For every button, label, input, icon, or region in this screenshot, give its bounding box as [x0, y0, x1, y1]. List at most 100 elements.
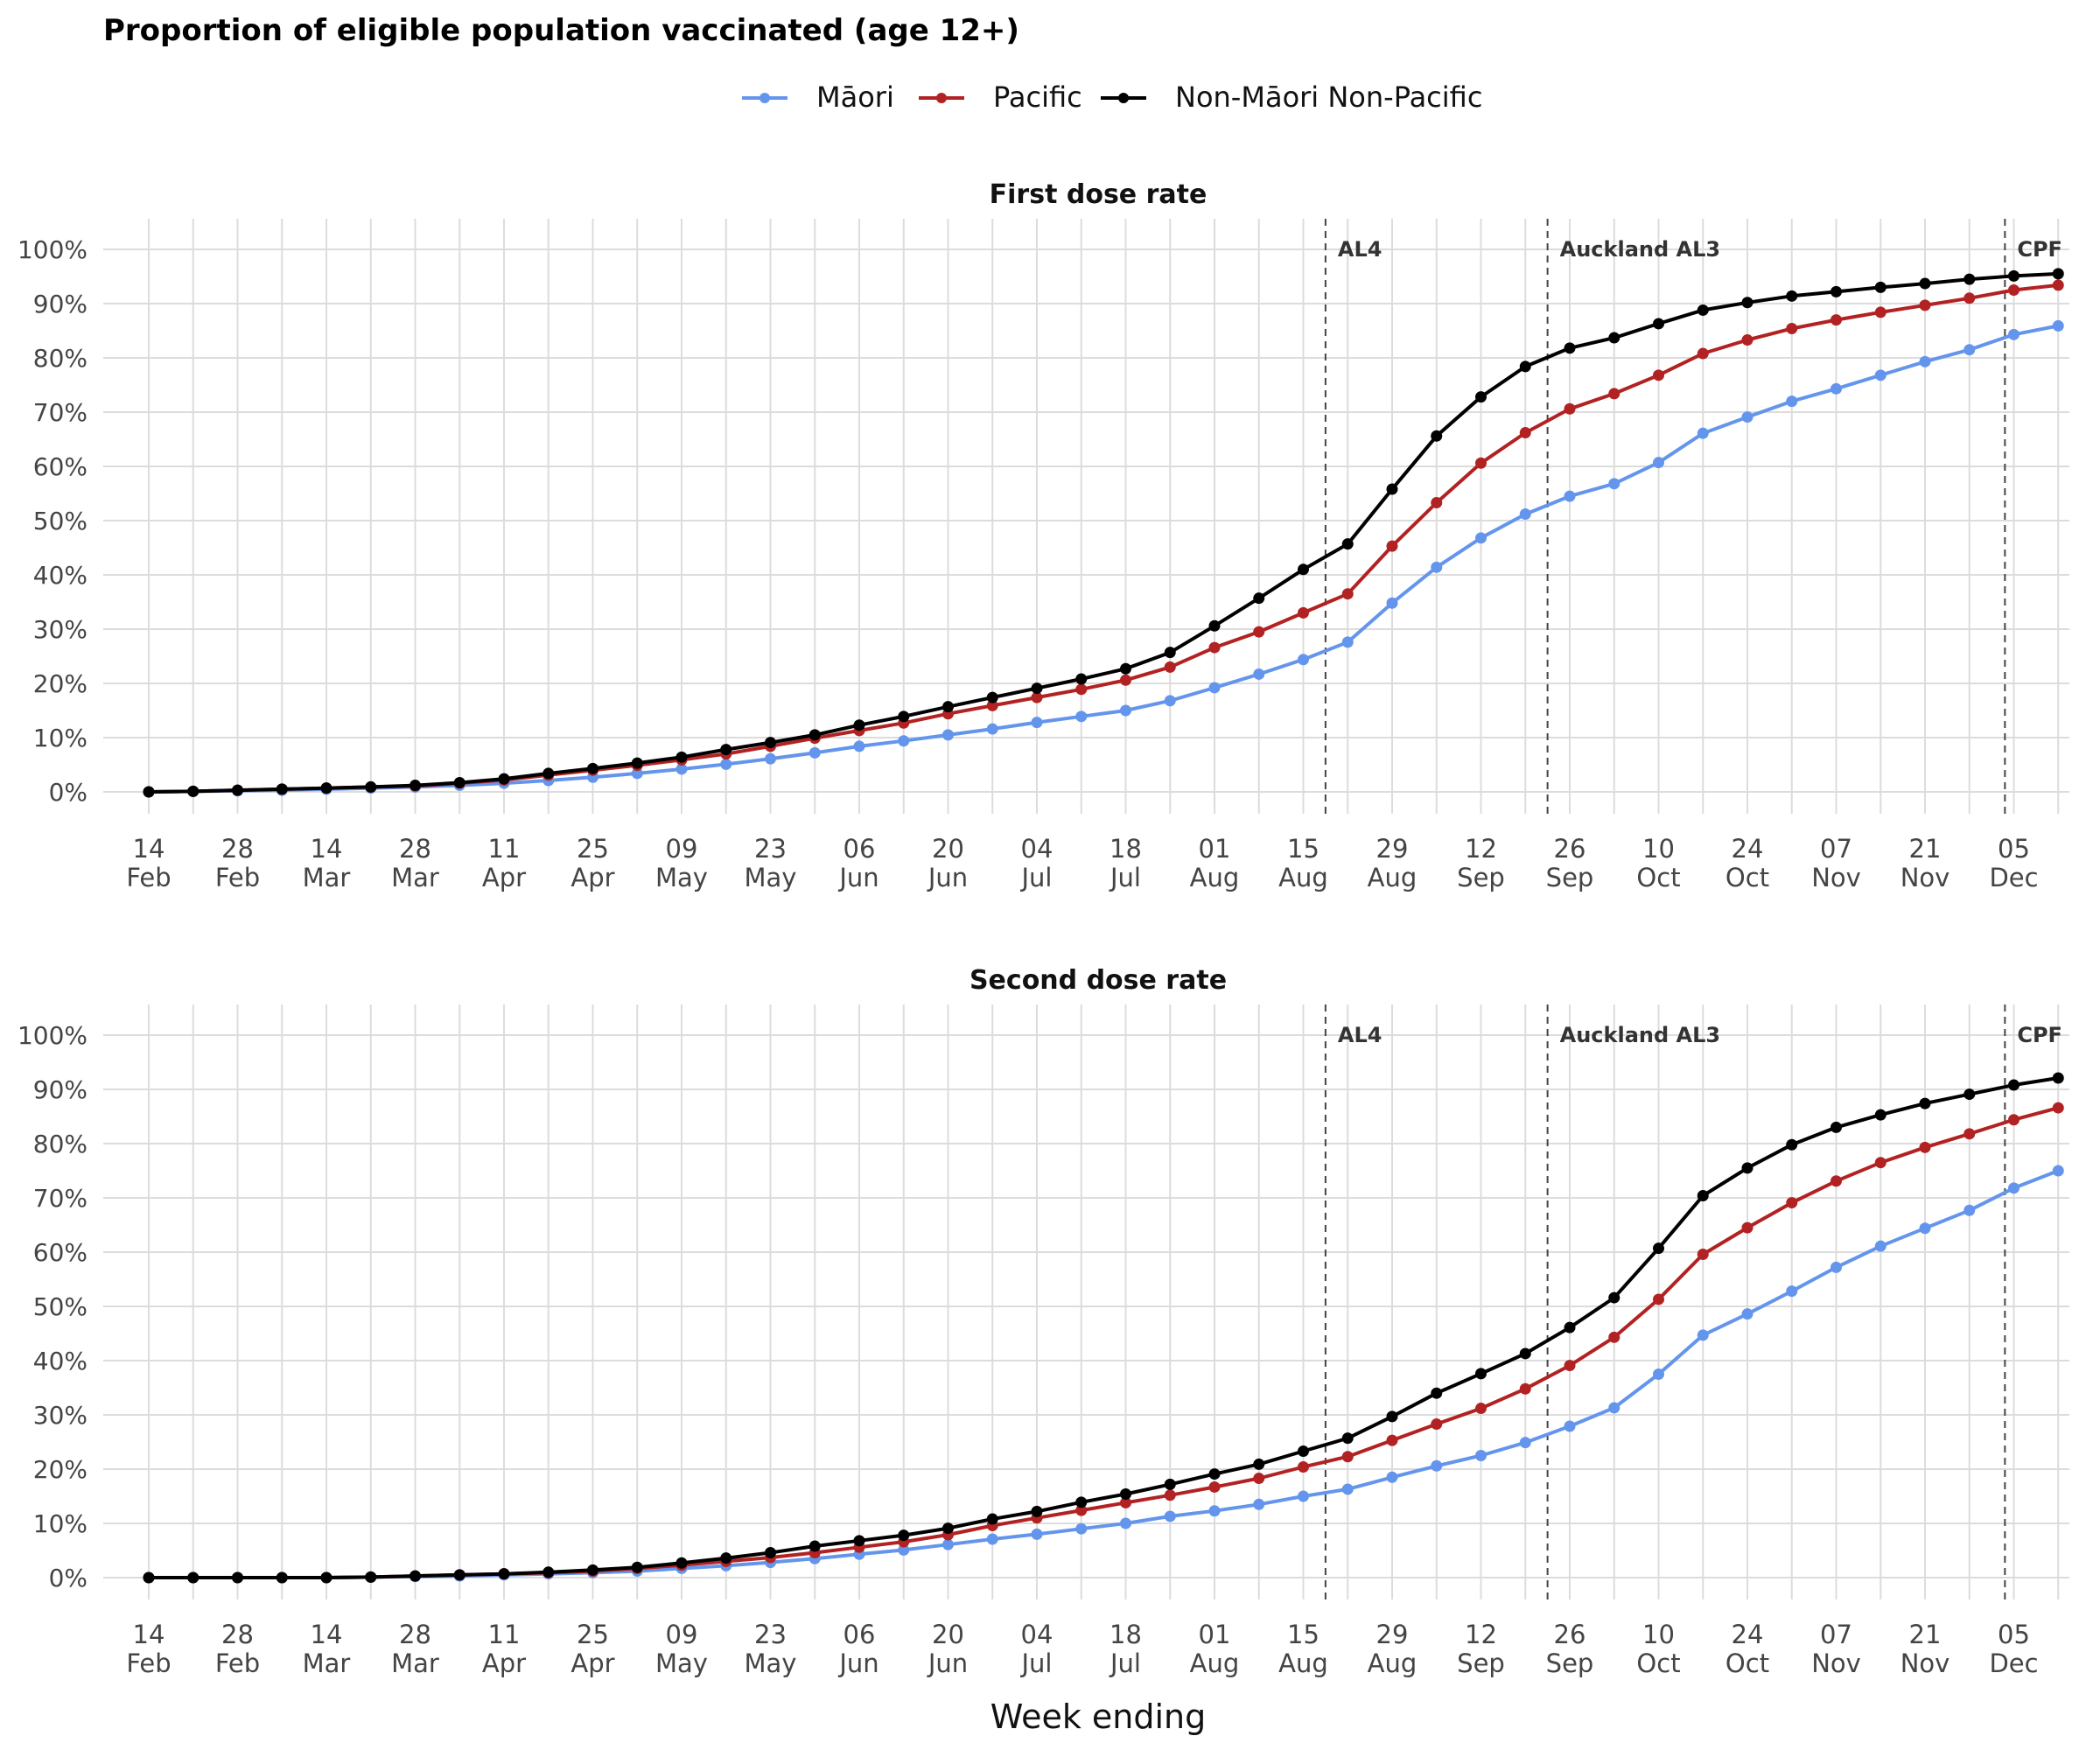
x-tick-day: 29 — [1376, 1620, 1409, 1649]
x-tick-month: Aug — [1190, 863, 1240, 892]
x-tick-month: May — [655, 1648, 708, 1678]
data-point — [898, 1544, 910, 1556]
legend-label: Māori — [816, 80, 894, 114]
data-point — [320, 1572, 332, 1584]
series-line — [149, 1169, 2060, 1579]
data-point — [365, 780, 377, 793]
y-tick-label: 0% — [49, 778, 88, 807]
x-tick-day: 05 — [1998, 834, 2030, 864]
data-point — [1253, 1473, 1265, 1485]
data-point — [1298, 1446, 1309, 1458]
data-point — [1253, 592, 1265, 605]
data-point — [1475, 457, 1487, 469]
x-tick-month: Jun — [927, 863, 968, 892]
data-point — [1786, 1197, 1798, 1209]
data-point — [1431, 430, 1443, 442]
x-tick-month: Jun — [837, 863, 878, 892]
y-tick-label: 60% — [33, 452, 88, 481]
x-tick-day: 23 — [754, 834, 787, 864]
data-point — [1697, 1329, 1709, 1341]
data-point — [1564, 1420, 1576, 1432]
data-point — [320, 782, 332, 794]
x-tick-day: 28 — [221, 834, 254, 864]
data-point — [1341, 1483, 1354, 1495]
x-tick-month: Nov — [1811, 863, 1861, 892]
x-tick-day: 05 — [1998, 1620, 2030, 1649]
data-point — [1874, 306, 1886, 318]
data-point — [2052, 1102, 2064, 1114]
data-point — [1564, 402, 1576, 415]
data-point — [1697, 304, 1709, 316]
data-point — [1919, 1222, 1931, 1235]
x-tick-month: Aug — [1368, 1648, 1418, 1678]
data-point — [1253, 1498, 1265, 1510]
legend-label: Non-Māori Non-Pacific — [1175, 80, 1482, 114]
data-point — [631, 1561, 643, 1573]
data-point — [1120, 704, 1131, 717]
x-tick-month: Nov — [1811, 1648, 1861, 1678]
data-point — [1298, 1490, 1309, 1502]
data-point — [542, 1566, 555, 1578]
data-point — [1964, 1204, 1976, 1216]
data-point — [1697, 347, 1709, 360]
data-point — [1608, 332, 1620, 344]
data-point — [410, 1570, 421, 1582]
x-tick-day: 11 — [488, 834, 521, 864]
data-point — [232, 784, 243, 796]
data-point — [1653, 1242, 1664, 1255]
data-point — [1964, 1128, 1976, 1140]
x-tick-month: Apr — [482, 863, 526, 892]
event-label: CPF — [2017, 1023, 2062, 1047]
data-point — [1519, 1437, 1531, 1449]
y-tick-label: 40% — [33, 561, 88, 590]
data-point — [1298, 564, 1309, 576]
data-point — [942, 1538, 954, 1550]
y-tick-label: 80% — [33, 344, 88, 373]
x-tick-day: 28 — [221, 1620, 254, 1649]
data-point — [1919, 299, 1931, 312]
data-point — [1830, 314, 1842, 326]
x-tick-day: 01 — [1199, 834, 1231, 864]
data-point — [143, 1572, 155, 1584]
data-point — [2008, 1114, 2020, 1126]
event-label: Auckland AL3 — [1560, 1023, 1720, 1047]
x-tick-month: Oct — [1726, 1648, 1769, 1678]
data-point — [1830, 285, 1842, 298]
x-tick-month: Jul — [1109, 863, 1141, 892]
data-point — [453, 1569, 466, 1581]
x-tick-day: 06 — [844, 1620, 876, 1649]
data-point — [187, 1572, 200, 1584]
data-point — [1120, 662, 1131, 675]
data-point — [1786, 1138, 1798, 1151]
legend: Māori Pacific Non-Māori Non-Pacific — [742, 80, 1482, 114]
data-point — [1741, 411, 1754, 424]
x-tick-day: 28 — [399, 1620, 431, 1649]
x-tick-month: Sep — [1457, 863, 1505, 892]
data-point — [1786, 1285, 1798, 1298]
event-label: AL4 — [1338, 237, 1382, 262]
x-tick-day: 07 — [1820, 834, 1852, 864]
x-tick-month: Jul — [1109, 1648, 1141, 1678]
data-point — [1341, 588, 1354, 600]
x-tick-day: 04 — [1021, 834, 1054, 864]
data-point — [1964, 292, 1976, 304]
data-point — [1164, 661, 1176, 673]
data-point — [676, 763, 688, 775]
data-point — [1653, 1368, 1664, 1380]
x-tick-month: Jul — [1020, 863, 1053, 892]
data-point — [365, 1571, 377, 1583]
y-tick-label: 80% — [33, 1130, 88, 1158]
series-line — [149, 1076, 2059, 1579]
data-point — [2052, 1072, 2064, 1084]
data-point — [1431, 497, 1443, 509]
data-point — [1164, 1478, 1176, 1490]
data-point — [942, 1522, 954, 1535]
data-point — [1031, 691, 1043, 704]
x-tick-month: May — [745, 863, 797, 892]
data-point — [765, 737, 776, 749]
data-point — [720, 758, 732, 770]
data-point — [1386, 1434, 1398, 1446]
legend-swatch-point — [936, 93, 947, 103]
data-point — [1475, 532, 1487, 544]
data-point — [1075, 710, 1088, 723]
